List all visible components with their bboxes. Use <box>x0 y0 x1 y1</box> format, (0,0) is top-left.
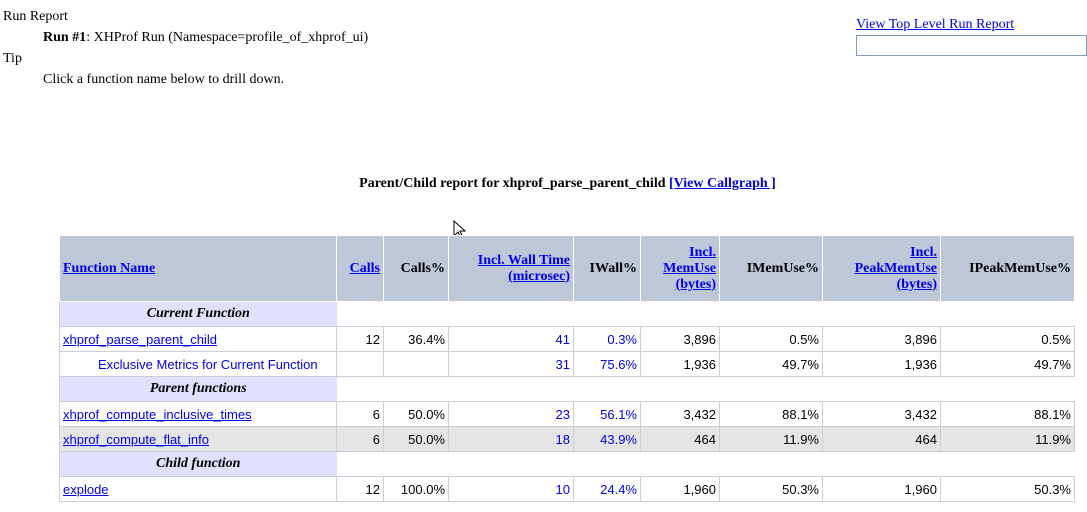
calls-pct: 100.0% <box>383 476 449 502</box>
incl-wall: 18 <box>448 426 574 452</box>
iwall-pct: 56.1% <box>573 401 641 427</box>
header-calls-pct: Calls% <box>383 235 449 302</box>
tip-label: Tip <box>3 51 22 66</box>
imem-pct: 11.9% <box>719 426 823 452</box>
incl-mem: 1,936 <box>640 351 720 377</box>
incl-mem: 3,432 <box>640 401 720 427</box>
calls: 12 <box>336 476 384 502</box>
function-link[interactable]: xhprof_compute_flat_info <box>63 431 209 447</box>
incl-wall: 31 <box>448 351 574 377</box>
incl-peak: 3,896 <box>822 326 941 352</box>
function-link[interactable]: xhprof_parse_parent_child <box>63 331 217 347</box>
report-title-text: Parent/Child report for xhprof_parse_par… <box>359 176 666 191</box>
calls-pct: 50.0% <box>383 426 449 452</box>
ipeak-pct: 49.7% <box>940 351 1075 377</box>
function-link[interactable]: xhprof_compute_inclusive_times <box>63 406 252 422</box>
ipeak-pct: 88.1% <box>940 401 1075 427</box>
ipeak-pct: 11.9% <box>940 426 1075 452</box>
sort-incl-memuse[interactable]: Incl. MemUse (bytes) <box>663 244 716 292</box>
incl-peak: 464 <box>822 426 941 452</box>
run-description: : XHProf Run (Namespace=profile_of_xhpro… <box>86 30 369 45</box>
run-info: Run #1: XHProf Run (Namespace=profile_of… <box>3 27 368 48</box>
run-report-label: Run Report <box>3 9 68 24</box>
sort-incl-peakmemuse[interactable]: Incl. PeakMemUse (bytes) <box>854 244 937 292</box>
section-current: Current Function <box>59 301 337 327</box>
tip-text: Click a function name below to drill dow… <box>43 72 285 87</box>
calls: 6 <box>336 401 384 427</box>
top-level-box <box>856 35 1087 56</box>
incl-wall: 41 <box>448 326 574 352</box>
incl-wall: 23 <box>448 401 574 427</box>
table-row: xhprof_parse_parent_child 12 36.4% 41 0.… <box>59 326 1075 352</box>
table-row: xhprof_compute_inclusive_times 6 50.0% 2… <box>59 401 1075 427</box>
incl-peak: 1,960 <box>822 476 941 502</box>
parent-child-table: Function Name Calls Calls% Incl. Wall Ti… <box>59 235 1075 502</box>
incl-peak: 3,432 <box>822 401 941 427</box>
table-row: xhprof_compute_flat_info 6 50.0% 18 43.9… <box>59 426 1075 452</box>
incl-mem: 1,960 <box>640 476 720 502</box>
imem-pct: 88.1% <box>719 401 823 427</box>
section-row: Child function <box>59 451 1075 477</box>
header-imemuse-pct: IMemUse% <box>719 235 823 302</box>
section-row: Parent functions <box>59 376 1075 402</box>
incl-peak: 1,936 <box>822 351 941 377</box>
section-parents: Parent functions <box>59 376 337 402</box>
section-row: Current Function <box>59 301 1075 327</box>
iwall-pct: 0.3% <box>573 326 641 352</box>
imem-pct: 0.5% <box>719 326 823 352</box>
ipeak-pct: 0.5% <box>940 326 1075 352</box>
table-row: Exclusive Metrics for Current Function 3… <box>59 351 1075 377</box>
incl-mem: 3,896 <box>640 326 720 352</box>
calls: 12 <box>336 326 384 352</box>
view-top-level-link[interactable]: View Top Level Run Report <box>856 17 1015 32</box>
table-row: explode 12 100.0% 10 24.4% 1,960 50.3% 1… <box>59 476 1075 502</box>
exclusive-label: Exclusive Metrics for Current Function <box>59 351 337 377</box>
run-header: Run Report Run #1: XHProf Run (Namespace… <box>3 6 368 90</box>
sort-calls[interactable]: Calls <box>349 260 380 276</box>
imem-pct: 49.7% <box>719 351 823 377</box>
sort-function-name[interactable]: Function Name <box>63 260 156 276</box>
calls-pct: 36.4% <box>383 326 449 352</box>
iwall-pct: 75.6% <box>573 351 641 377</box>
view-callgraph-link[interactable]: [View Callgraph ] <box>669 176 776 191</box>
function-link[interactable]: explode <box>63 481 109 497</box>
report-title: Parent/Child report for xhprof_parse_par… <box>0 176 1087 192</box>
header-ipeakmemuse-pct: IPeakMemUse% <box>940 235 1075 302</box>
calls-pct: 50.0% <box>383 401 449 427</box>
section-children: Child function <box>59 451 337 477</box>
sort-incl-wall-time[interactable]: Incl. Wall Time (microsec) <box>477 252 570 284</box>
run-number: Run #1 <box>43 30 87 45</box>
header-iwall-pct: IWall% <box>573 235 641 302</box>
calls: 6 <box>336 426 384 452</box>
iwall-pct: 43.9% <box>573 426 641 452</box>
incl-mem: 464 <box>640 426 720 452</box>
incl-wall: 10 <box>448 476 574 502</box>
ipeak-pct: 50.3% <box>940 476 1075 502</box>
imem-pct: 50.3% <box>719 476 823 502</box>
table-header: Function Name Calls Calls% Incl. Wall Ti… <box>59 235 1075 302</box>
iwall-pct: 24.4% <box>573 476 641 502</box>
